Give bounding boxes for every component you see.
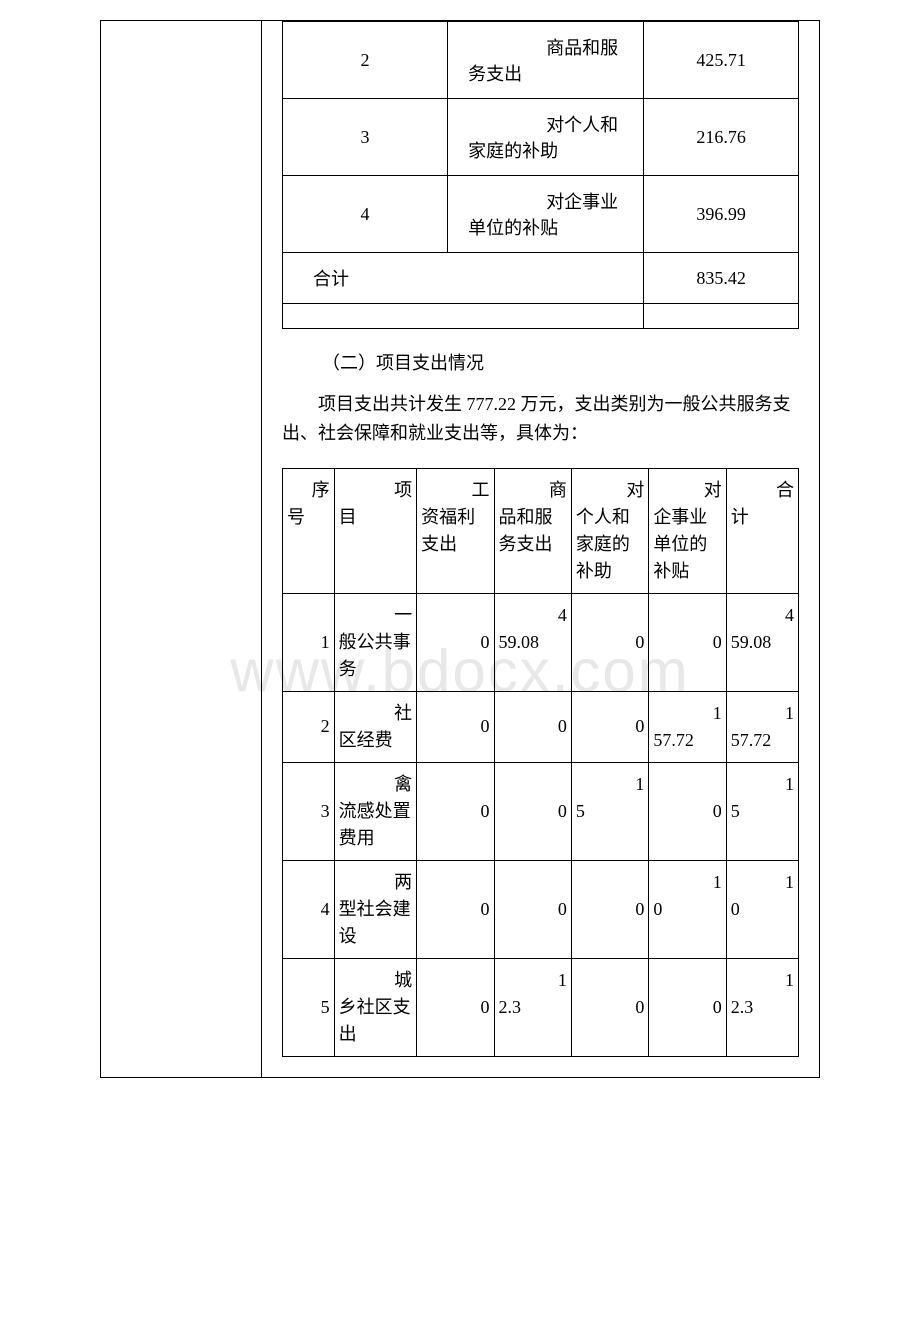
row-num: 3 [283,99,448,176]
cell-value: 0 [571,691,648,762]
total-label: 合计 [283,253,644,304]
cell-value: 1 0 [649,860,726,958]
cell-value: 0 [417,762,494,860]
cell-value: 0 [417,691,494,762]
cell-value: 0 [649,958,726,1056]
cell-value: 0 [571,860,648,958]
table-row: 3 对个人和家庭的补助 216.76 [283,99,799,176]
section-text: 项目支出共计发生 777.22 万元，支出类别为一般公共服务支出、社会保障和就业… [282,390,799,448]
header-total: 合 计 [726,468,798,593]
cell-value: 0 [649,762,726,860]
cell-value: 0 [417,593,494,691]
row-num: 1 [283,593,335,691]
cell-value: 0 [494,762,571,860]
cell-value: 4 59.08 [494,593,571,691]
cell-value: 1 5 [571,762,648,860]
table-header-row: 序 号 项 目 工 资福利支出 商 品和服务支出 对 个人和家庭的补助 [283,468,799,593]
cell-value: 0 [571,958,648,1056]
row-label: 对企事业单位的补贴 [448,176,644,253]
cell-value: 0 [417,860,494,958]
cell-value: 1 0 [726,860,798,958]
table-row: 1 一 般公共事务 0 4 59.08 0 0 4 59.08 [283,593,799,691]
cell-value: 1 57.72 [726,691,798,762]
content-area: 2 商品和服务支出 425.71 3 对个人和家庭的补助 216.76 4 对企… [261,21,819,1077]
row-item: 社 区经费 [334,691,417,762]
cell-value: 0 [417,958,494,1056]
cell-value: 0 [649,593,726,691]
table-row: 2 社 区经费 0 0 0 1 57.72 1 57.72 [283,691,799,762]
cell-value: 0 [494,860,571,958]
cell-value: 1 2.3 [494,958,571,1056]
row-label: 商品和服务支出 [448,22,644,99]
cell-value: 0 [494,691,571,762]
table-row: 4 两 型社会建设 0 0 0 1 0 1 0 [283,860,799,958]
row-value: 396.99 [644,176,799,253]
row-num: 4 [283,860,335,958]
empty-row [283,304,799,329]
table-total-row: 合计 835.42 [283,253,799,304]
row-value: 425.71 [644,22,799,99]
row-label: 对个人和家庭的补助 [448,99,644,176]
row-item: 一 般公共事务 [334,593,417,691]
header-enterprise: 对 企事业单位的补贴 [649,468,726,593]
header-item: 项 目 [334,468,417,593]
row-num: 2 [283,22,448,99]
table-row: 5 城 乡社区支出 0 1 2.3 0 0 1 2.3 [283,958,799,1056]
row-item: 两 型社会建设 [334,860,417,958]
table-row: 3 禽 流感处置费用 0 0 1 5 0 1 5 [283,762,799,860]
header-goods: 商 品和服务支出 [494,468,571,593]
row-num: 3 [283,762,335,860]
cell-value: 1 57.72 [649,691,726,762]
expense-table-1: 2 商品和服务支出 425.71 3 对个人和家庭的补助 216.76 4 对企… [282,21,799,329]
header-personal: 对 个人和家庭的补助 [571,468,648,593]
row-num: 2 [283,691,335,762]
table-row: 2 商品和服务支出 425.71 [283,22,799,99]
cell-value: 1 2.3 [726,958,798,1056]
cell-value: 0 [571,593,648,691]
row-item: 禽 流感处置费用 [334,762,417,860]
row-num: 4 [283,176,448,253]
row-num: 5 [283,958,335,1056]
cell-value: 1 5 [726,762,798,860]
row-value: 216.76 [644,99,799,176]
outer-container: 2 商品和服务支出 425.71 3 对个人和家庭的补助 216.76 4 对企… [100,20,820,1078]
section-title: （二）项目支出情况 [322,349,799,375]
header-num: 序 号 [283,468,335,593]
header-salary: 工 资福利支出 [417,468,494,593]
project-expense-table: 序 号 项 目 工 资福利支出 商 品和服务支出 对 个人和家庭的补助 [282,468,799,1057]
row-item: 城 乡社区支出 [334,958,417,1056]
cell-value: 4 59.08 [726,593,798,691]
total-value: 835.42 [644,253,799,304]
table-row: 4 对企事业单位的补贴 396.99 [283,176,799,253]
